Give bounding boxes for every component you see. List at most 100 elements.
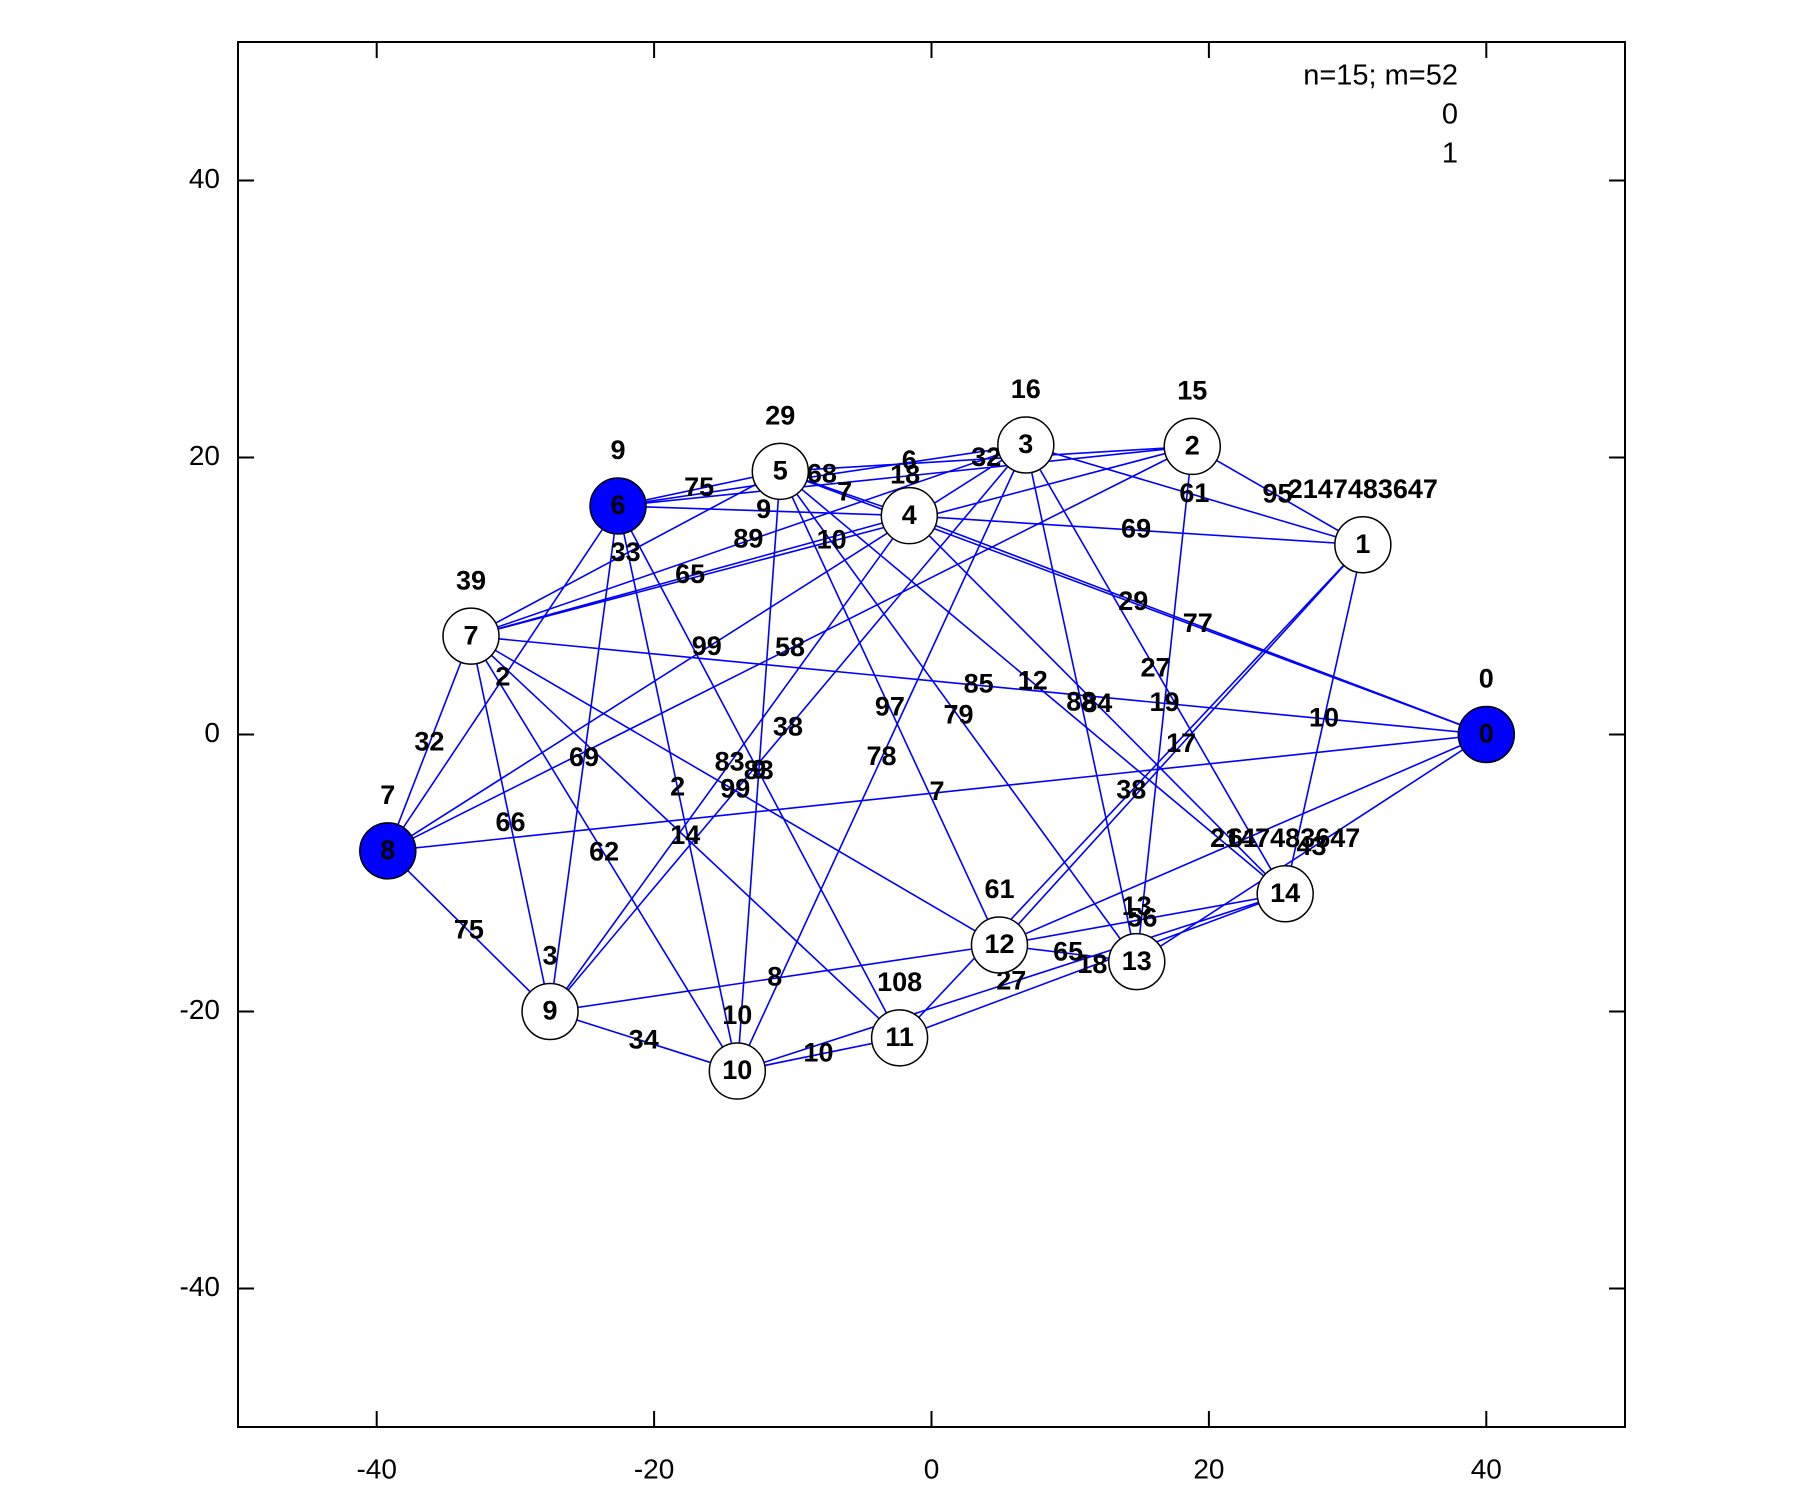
node-id: 11: [885, 1022, 914, 1052]
edge: [779, 470, 1138, 963]
edge: [736, 444, 1027, 1072]
node-id: 3: [1018, 429, 1033, 459]
edge-weight: 69: [1121, 513, 1151, 543]
y-tick-label: -40: [180, 1271, 220, 1302]
edge-weight: 83: [744, 755, 774, 785]
y-tick-label: 40: [189, 163, 220, 194]
node: [870, 1009, 929, 1067]
edge: [470, 635, 1487, 736]
node-id: 0: [1479, 719, 1494, 749]
node-label: 10: [722, 1000, 752, 1030]
edge: [549, 515, 910, 1012]
node: [1457, 705, 1516, 764]
x-tick-label: -40: [356, 1453, 396, 1484]
edge-weight: 29: [1118, 586, 1148, 616]
edge-weight: 78: [867, 741, 897, 771]
edge: [908, 515, 1286, 895]
edge: [998, 544, 1364, 946]
legend-text: 1: [1442, 138, 1458, 170]
edge: [387, 850, 551, 1013]
edge-weight: 95: [1263, 479, 1293, 509]
edge: [1025, 444, 1138, 962]
edge: [617, 505, 739, 1072]
edge-weight: 99: [720, 774, 750, 804]
edge: [470, 636, 551, 1012]
node-id: 4: [902, 500, 917, 530]
edge-weight: 65: [675, 559, 705, 589]
edge: [470, 470, 781, 637]
edge: [549, 505, 619, 1012]
node-id: 9: [543, 996, 558, 1026]
node-id: 1: [1355, 529, 1370, 559]
edge: [470, 635, 901, 1039]
node: [751, 442, 810, 501]
edge-weight: 85: [964, 668, 994, 698]
edge-weight: 65: [1053, 936, 1083, 966]
node-label: 0: [1479, 664, 1494, 694]
edge: [736, 471, 782, 1072]
edge-weight: 77: [1183, 608, 1213, 638]
edge-weight: 58: [775, 632, 805, 662]
node-label: 6: [902, 445, 917, 475]
edge-weight: 97: [875, 691, 905, 721]
edge: [387, 635, 472, 852]
node-label: 16: [1011, 374, 1041, 404]
node-label: 7: [380, 780, 395, 810]
edge-weight: 32: [414, 727, 444, 757]
edge-weight: 2: [495, 662, 510, 692]
edge-weight: 83: [715, 747, 745, 777]
node: [1108, 932, 1166, 991]
edge-weight: 19: [1149, 687, 1179, 717]
node-label: 2147483647: [1210, 823, 1360, 853]
edge-weight: 17: [1166, 728, 1196, 758]
edge-weight: 10: [803, 1038, 833, 1068]
edge-weight: 99: [692, 631, 722, 661]
node-label: 3: [543, 941, 558, 971]
edge: [617, 445, 1193, 507]
edge: [470, 444, 1027, 637]
node-label: 39: [456, 565, 486, 595]
y-tick-label: -20: [180, 994, 220, 1025]
edge-weight: 75: [454, 914, 484, 944]
y-tick-label: 20: [189, 440, 220, 471]
edge: [387, 505, 619, 852]
edge: [617, 444, 1026, 507]
y-tick-label: 0: [204, 717, 220, 748]
edge: [549, 944, 1000, 1013]
node-id: 13: [1122, 946, 1152, 976]
edge: [899, 893, 1286, 1039]
edge-weight: 14: [670, 820, 700, 850]
node: [442, 607, 500, 665]
node-label: 15: [1177, 376, 1207, 406]
edge: [1136, 733, 1487, 963]
node-label: 2147483647: [1288, 474, 1438, 504]
edge: [999, 733, 1487, 946]
edge: [387, 445, 1193, 852]
x-tick-label: 0: [924, 1453, 940, 1484]
node-label: 13: [1122, 891, 1152, 921]
edge-weight: 18: [890, 459, 920, 489]
edge-weight: 43: [1297, 831, 1327, 861]
edge-weight: 18: [1077, 949, 1107, 979]
edge-weight: 89: [733, 524, 763, 554]
edge-weight: 9: [751, 754, 766, 784]
edge-weight: 68: [807, 459, 837, 489]
edge: [779, 471, 1001, 946]
edge-weight: 69: [569, 742, 599, 772]
x-tick-label: 40: [1471, 1453, 1502, 1484]
edge-weight: 7: [837, 477, 852, 507]
edge-weight: 10: [817, 524, 847, 554]
edge: [549, 1010, 738, 1072]
legend-text: 0: [1442, 99, 1458, 131]
edge: [1135, 446, 1194, 962]
edge-weight: 9: [756, 494, 771, 524]
edge-weight: 88: [1066, 686, 1096, 716]
edge-weight: 33: [611, 537, 641, 567]
edge-weight: 32: [971, 442, 1001, 472]
node-id: 10: [722, 1055, 752, 1085]
edge-weight: 8: [767, 961, 782, 991]
node: [589, 477, 647, 535]
legend-text: n=15; m=52: [1303, 60, 1458, 92]
node: [1334, 516, 1392, 574]
edge: [549, 444, 1027, 1013]
